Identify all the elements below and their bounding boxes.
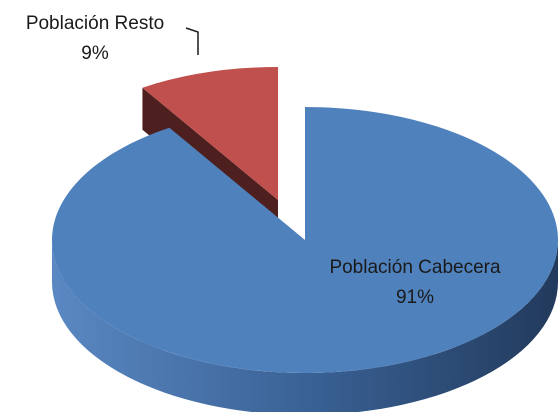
pie — [52, 67, 558, 412]
slice-label: Población Resto — [26, 13, 164, 34]
slice-side — [52, 240, 558, 412]
slice-label: Población Cabecera — [329, 257, 501, 278]
slice — [52, 107, 558, 373]
slice-value: 91% — [396, 287, 434, 308]
slice-value: 9% — [81, 43, 109, 64]
leader-line — [185, 27, 199, 55]
slice — [142, 67, 278, 200]
